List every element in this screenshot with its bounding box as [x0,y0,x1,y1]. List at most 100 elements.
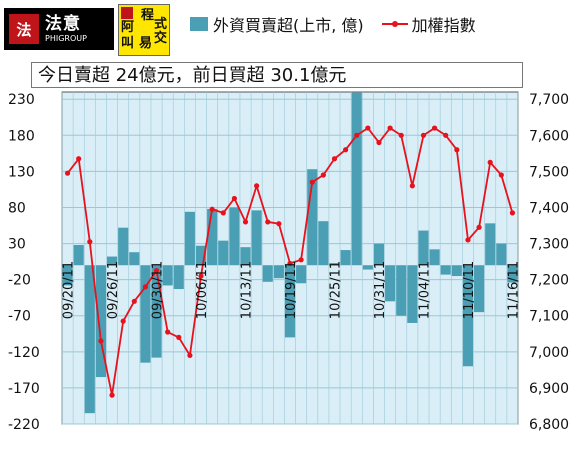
right-axis-tick-label: 7,200 [529,273,569,289]
bar [329,263,340,266]
logo2-char: 易 [139,36,153,51]
bar [474,265,485,313]
index-point [165,329,171,335]
x-axis-tick-label: 09/26/11 [106,261,121,319]
bar [507,265,518,283]
bar [162,265,173,286]
legend-line-label: 加權指數 [411,16,476,35]
right-axis-tick-label: 7,300 [529,237,569,253]
index-point [354,132,360,138]
left-axis-tick-label: -20 [8,273,31,289]
x-axis-tick-label: 10/19/11 [284,261,299,319]
right-axis-tick-label: 6,800 [529,417,569,433]
index-point [265,219,271,225]
index-point [109,392,115,398]
index-point [398,132,404,138]
bar [362,265,373,270]
x-axis-tick-label: 09/30/11 [151,261,166,319]
bar [407,265,418,323]
index-point [176,334,182,340]
bar [207,208,218,266]
index-point [320,172,326,178]
bar [351,92,362,266]
bar [373,243,385,266]
logo2-seal-icon [121,7,133,19]
index-point [142,284,149,290]
index-point [98,338,104,344]
bar [218,240,229,266]
bar [496,243,507,266]
index-point [343,147,349,153]
index-point [198,273,204,279]
bar [396,265,407,316]
index-point [276,221,282,227]
left-axis-tick-label: -170 [8,381,40,397]
bar [251,210,262,266]
index-point [331,156,338,162]
bar [229,207,240,266]
right-axis-tick-label: 7,600 [529,128,569,144]
right-axis-tick-label: 7,400 [529,200,569,216]
bar [106,256,118,266]
bar [318,221,329,266]
index-point [498,172,504,178]
logo-subtitle: PHIGROUP [45,33,87,43]
bar [462,265,474,367]
bar [184,211,195,266]
bar [284,265,296,338]
x-axis-tick-label: 11/10/11 [462,261,477,319]
x-axis-tick-label: 10/25/11 [328,261,343,319]
x-axis-tick-label: 09/20/11 [62,261,77,319]
bar [418,230,429,266]
logo-name: 法意 [45,13,81,34]
right-axis-tick-label: 7,000 [529,345,569,361]
index-point [120,318,126,324]
left-axis-tick-label: 180 [8,128,35,144]
index-point [209,206,215,212]
bar [262,265,273,282]
index-point [409,183,415,189]
bar [440,265,451,275]
bar [451,265,462,277]
index-point [365,125,371,131]
logo2-char: 阿 [121,20,135,35]
right-axis-tick-label: 7,700 [529,92,569,108]
x-axis-tick-label: 10/31/11 [373,261,388,319]
left-axis-tick-label: 130 [8,164,35,180]
index-point [487,159,493,165]
index-point [254,183,260,189]
left-axis-tick-label: 30 [8,237,26,253]
index-point [454,147,460,153]
right-axis-tick-label: 6,900 [529,381,569,397]
index-point [153,268,160,274]
summary-box: 今日賣超 24億元，前日買超 30.1億元 [31,62,523,88]
index-point [420,132,427,138]
index-point [220,210,226,216]
index-point [87,239,93,245]
index-point [298,257,304,263]
logo-seal-icon: 法 [9,14,39,44]
logo2-char: 交 [154,31,168,46]
index-point [231,195,237,202]
index-point [376,139,382,146]
bar [84,265,95,414]
bar [73,245,84,266]
bar [307,169,318,266]
bar [95,265,106,378]
logo2-char: 式 [154,17,168,32]
bar [129,252,140,266]
left-axis-tick-label: -220 [8,417,40,433]
index-point [465,237,471,243]
bar [140,265,151,363]
x-axis-tick-label: 11/04/11 [417,261,432,319]
left-axis-tick-label: -120 [8,345,40,361]
index-point [431,125,438,131]
bar [485,223,496,266]
phigroup-logo: 法 法意 PHIGROUP [4,8,114,50]
index-point [131,298,137,304]
index-point [443,132,449,138]
bar [340,250,351,266]
x-axis-tick-label: 10/06/11 [195,261,210,319]
x-axis-tick-label: 11/16/11 [506,261,521,319]
